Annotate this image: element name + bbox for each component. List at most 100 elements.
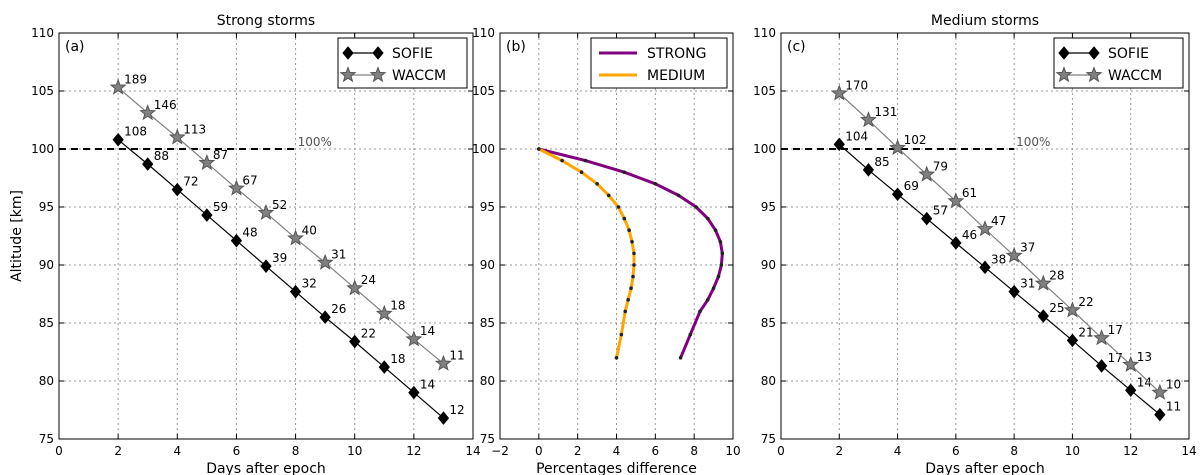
- y-tick-label: 95: [761, 200, 776, 214]
- data-label: 25: [1049, 301, 1064, 315]
- panel-c: 0 2 4 6 8 10 12 147580859095100105110100%104856…: [753, 13, 1197, 475]
- data-point: [627, 228, 631, 232]
- data-point: [950, 236, 962, 250]
- data-point: [1093, 329, 1111, 346]
- data-point: [289, 284, 302, 299]
- x-axis-label: Days after epoch: [206, 461, 326, 475]
- series-line: [838, 92, 1161, 394]
- data-point: [1151, 383, 1169, 400]
- legend-box: [1053, 37, 1184, 89]
- y-tick-label: 90: [761, 258, 776, 272]
- data-label: 67: [242, 173, 257, 187]
- data-label: 26: [331, 302, 346, 316]
- data-label: 14: [420, 324, 435, 338]
- x-tick-label: 8: [1010, 444, 1018, 458]
- x-tick-label: 4: [173, 444, 181, 458]
- data-label: 12: [449, 403, 464, 417]
- data-point: [227, 179, 245, 196]
- data-point: [1063, 301, 1081, 318]
- data-point: [623, 309, 628, 314]
- data-label: 31: [1020, 277, 1035, 291]
- legend: STRONG MEDIUM: [590, 37, 728, 89]
- data-point: [719, 263, 724, 267]
- legend-label: STRONG: [647, 46, 707, 62]
- x-axis-label: Percentages difference: [536, 461, 697, 475]
- series-sofie: 104 85 69 57 46 38 31 25 21 17 14 11: [833, 129, 1181, 422]
- data-label: 18: [390, 299, 405, 313]
- series-line: [538, 147, 636, 359]
- x-tick-label: 0: [55, 444, 63, 458]
- data-point: [112, 132, 124, 147]
- data-point: [676, 193, 681, 198]
- data-point: [947, 192, 965, 209]
- x-tick-label: 12: [1123, 444, 1138, 458]
- data-label: 113: [183, 122, 206, 136]
- series-waccm: 170 131 102 79 61 47 37 28 22 17 13 10: [830, 78, 1181, 400]
- legend-marker: [1055, 66, 1073, 83]
- data-label: 59: [213, 200, 228, 214]
- data-point: [694, 205, 698, 209]
- data-label: 57: [933, 204, 948, 218]
- x-tick-label: 10: [347, 444, 362, 458]
- legend-marker: [372, 46, 384, 60]
- panel-a: 0 2 4 6 8 10 12 147580859095100105110100%108887…: [9, 13, 481, 475]
- y-tick-label: 75: [39, 432, 54, 446]
- data-point: [632, 251, 636, 256]
- x-axis-label: Days after epoch: [925, 461, 1045, 475]
- data-point: [319, 310, 331, 324]
- data-point: [979, 260, 991, 275]
- data-point: [891, 187, 904, 202]
- x-tick-label: 10: [1065, 444, 1080, 458]
- legend-label: SOFIE: [392, 46, 433, 62]
- axes-frame: [58, 32, 474, 440]
- data-point: [862, 163, 875, 177]
- data-point: [257, 203, 275, 221]
- data-point: [622, 216, 627, 221]
- data-point: [201, 208, 213, 222]
- x-tick-label: −2: [491, 444, 509, 458]
- x-tick-label: 6: [652, 444, 660, 458]
- legend: SOFIE WACCM: [337, 37, 468, 89]
- data-point: [109, 78, 127, 95]
- data-label: 189: [124, 73, 147, 87]
- y-tick-label: 105: [753, 84, 776, 98]
- data-point: [316, 253, 334, 270]
- data-label: 24: [361, 273, 376, 287]
- data-point: [595, 182, 599, 186]
- data-label: 87: [213, 148, 228, 162]
- data-point: [1034, 274, 1052, 291]
- data-point: [889, 138, 907, 156]
- legend-label: WACCM: [1108, 68, 1162, 84]
- x-tick-label: 10: [725, 444, 740, 458]
- series-line: [117, 87, 444, 365]
- data-label: 13: [1137, 350, 1152, 364]
- data-label: 14: [420, 378, 435, 392]
- data-label: 38: [991, 252, 1006, 266]
- x-tick-label: 14: [465, 444, 480, 458]
- data-point: [560, 158, 564, 163]
- data-point: [678, 356, 683, 360]
- y-tick-label: 110: [31, 26, 54, 40]
- y-tick-label: 100: [472, 142, 495, 156]
- series-line: [538, 147, 724, 359]
- x-tick-label: 2: [574, 444, 582, 458]
- data-point: [434, 354, 452, 371]
- data-point: [349, 334, 361, 349]
- data-label: 22: [1078, 295, 1093, 309]
- legend-marker: [342, 46, 354, 60]
- series-medium: [537, 147, 636, 360]
- axes-frame: [780, 32, 1190, 440]
- data-point: [614, 356, 619, 360]
- data-point: [579, 170, 584, 174]
- data-point: [830, 84, 848, 101]
- legend: SOFIE WACCM: [1053, 37, 1184, 89]
- data-point: [705, 216, 710, 221]
- data-point: [720, 251, 725, 256]
- data-label: 21: [1078, 325, 1093, 339]
- x-tick-label: 8: [690, 444, 698, 458]
- data-point: [606, 193, 611, 198]
- y-tick-label: 80: [480, 374, 495, 388]
- series-line: [838, 143, 1161, 416]
- data-label: 17: [1108, 351, 1123, 365]
